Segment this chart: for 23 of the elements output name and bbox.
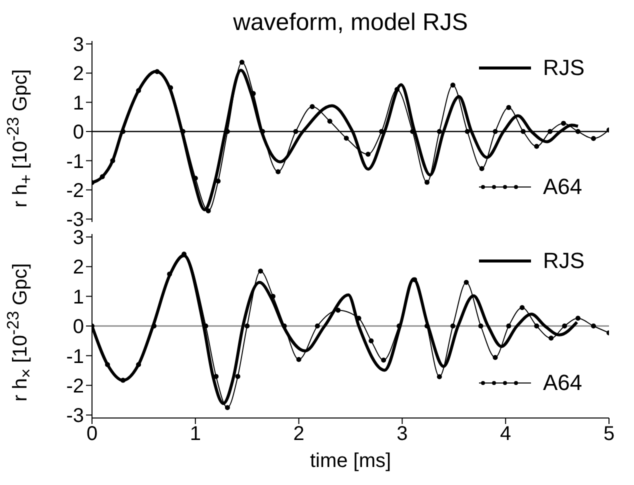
- legend-label: RJS: [543, 55, 585, 81]
- x-tick-label: 3: [396, 423, 408, 446]
- x-tick-label: 4: [500, 423, 512, 446]
- legend-label: A64: [543, 370, 582, 396]
- chart-title: waveform, model RJS: [232, 8, 469, 38]
- y-tick-label: -1: [66, 346, 84, 368]
- x-tick-label: 5: [603, 423, 615, 446]
- y-tick-label: -2: [66, 180, 84, 202]
- legend-label: RJS: [543, 248, 585, 274]
- y-tick-label: 2: [72, 256, 84, 279]
- y-tick-label: -3: [66, 405, 84, 428]
- y-tick-label: 3: [72, 34, 84, 56]
- y-tick-label: -2: [66, 375, 84, 398]
- y-tick-label: 1: [72, 92, 84, 114]
- y-tick-label: 1: [72, 286, 84, 308]
- y-tick-label: -1: [66, 150, 84, 173]
- y-tick-label: 2: [72, 63, 84, 86]
- x-tick-label: 1: [190, 423, 201, 446]
- y-tick-label: 0: [72, 122, 84, 144]
- y-tick-label: 0: [72, 316, 84, 338]
- x-tick-label: 2: [293, 423, 304, 446]
- x-axis-title: time [ms]: [308, 449, 392, 473]
- legend-label: A64: [543, 174, 582, 200]
